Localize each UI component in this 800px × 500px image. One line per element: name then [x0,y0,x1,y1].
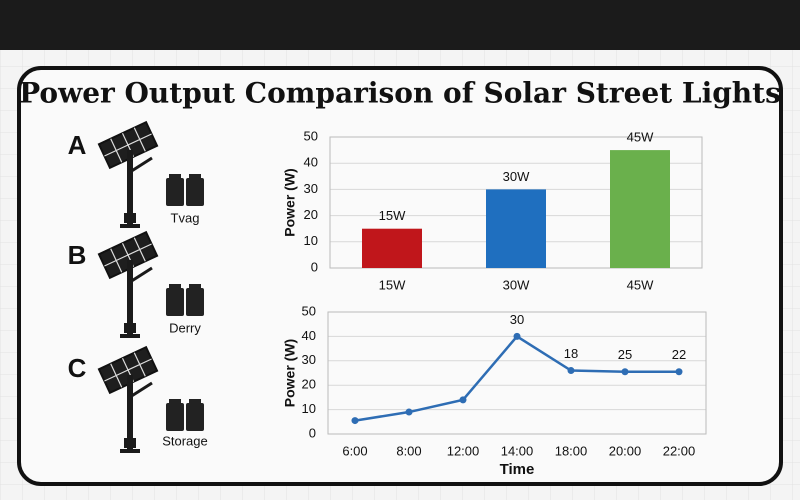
y-tick-label: 0 [309,425,316,440]
battery-label: Storage [162,433,208,448]
y-tick-label: 10 [302,401,316,416]
point [621,368,629,376]
point [567,367,575,375]
bar [610,150,670,268]
value-label: 30W [503,169,530,184]
panel-letter: B [68,240,87,270]
y-axis-title: Power (W) [282,168,298,236]
x-tick-label: 30W [503,277,530,292]
y-tick-label: 30 [304,181,318,196]
point [513,332,521,340]
y-tick-label: 40 [304,155,318,170]
point [459,396,467,404]
value-label: 45W [627,130,654,145]
point [405,408,413,416]
x-axis-title: Time [500,461,535,478]
x-tick-label: 15W [379,277,406,292]
x-tick-label: 6:00 [342,443,367,458]
top-bar [0,0,800,50]
x-tick-label: 8:00 [396,443,421,458]
x-tick-label: 45W [627,277,654,292]
point [675,368,683,376]
card [17,66,783,486]
y-tick-label: 40 [302,328,316,343]
annotation: 18 [564,346,578,361]
plot-frame [327,311,707,435]
y-tick-label: 0 [311,259,318,274]
annotation: 30 [510,312,524,327]
value-label: 15W [379,208,406,223]
y-tick-label: 20 [304,207,318,222]
y-tick-label: 50 [304,128,318,143]
y-tick-label: 50 [302,303,316,318]
battery-label: Derry [169,320,201,335]
title: Power Output Comparison of Solar Street … [19,77,781,110]
annotation: 25 [618,347,632,362]
panel-letter: C [68,353,87,383]
x-tick-label: 18:00 [555,443,588,458]
x-tick-label: 20:00 [609,443,642,458]
point [351,417,359,425]
bar [486,189,546,268]
bar [362,228,422,268]
annotation: 22 [672,347,686,362]
x-tick-label: 14:00 [501,443,534,458]
y-tick-label: 10 [304,233,318,248]
y-tick-label: 30 [302,352,316,367]
panel-letter: A [68,130,87,160]
battery-label: Tvag [171,210,200,225]
y-tick-label: 20 [302,377,316,392]
y-axis-title: Power (W) [282,339,298,407]
x-tick-label: 12:00 [447,443,480,458]
x-tick-label: 22:00 [663,443,696,458]
